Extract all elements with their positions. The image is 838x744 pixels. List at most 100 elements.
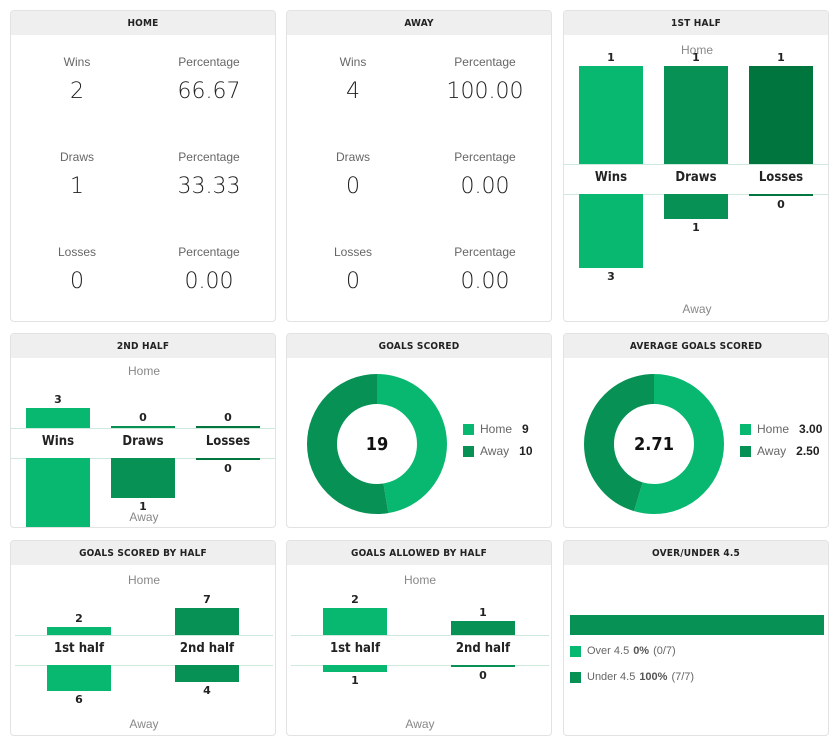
allowed_by_half-home-label: Home [403,573,436,587]
goals_scored-donut [307,374,447,514]
second_half-upper-axis [11,428,275,429]
avg_goals-legend-away: Away 2.50 [740,444,820,458]
home-wins-value: 2 [70,79,84,104]
goals_scored-legend-swatch [463,423,474,435]
second-half-title: 2ND HALF [11,334,275,358]
allowed_by_half-away-value: 1 [351,674,359,687]
avg_goals-donut [584,374,724,514]
second_half-home-bar [196,426,260,428]
home-losses-pct-label: Percentage [178,245,240,259]
goals_by_half-upper-axis [15,635,273,636]
allowed-by-half-card: GOALS ALLOWED BY HALF Home Away 2 1 1st half… [286,540,552,736]
home-draws-value: 1 [70,174,84,199]
second_half-away-value: 0 [224,462,232,475]
away-draws-pct-value: 0.00 [460,174,510,199]
goals_by_half-home-bar [175,608,239,635]
first_half-category-label: Losses [758,170,804,185]
home-card-title: HOME [11,11,275,35]
first_half-away-value: 1 [692,221,700,234]
allowed_by_half-category-label: 1st half [329,641,381,656]
allowed-by-half-chart: Home Away 2 1 1st half 1 0 2nd half [287,565,551,735]
first_half-away-bar [579,194,643,268]
away-losses-pct-value: 0.00 [460,269,510,294]
goals-scored-chart: 19 Home 9 Away 10 [287,358,551,527]
allowed_by_half-home-value: 1 [479,606,487,619]
under-swatch [570,671,581,683]
avg_goals-legend-home: Home 3.00 [740,422,822,436]
goals-scored-title: GOALS SCORED [287,334,551,358]
goals_by_half-lower-axis [15,665,273,666]
second_half-home-label: Home [127,364,160,378]
first_half-away-value: 0 [777,198,785,211]
under-legend: Under 4.5 100% (7/7) [570,671,694,683]
second-half-chart: HomeAway33Wins01Draws00Losses [11,358,275,527]
allowed_by_half-lower-axis [291,665,549,666]
allowed_by_half-upper-axis [291,635,549,636]
goals_scored-legend-name: Away [480,444,510,458]
first_half-away-value: 3 [607,270,615,283]
over-under-body: Over 4.5 0% (0/7) Under 4.5 100% (7/7) [564,565,828,735]
first_half-category-label: Draws [675,170,717,185]
second_half-home-value: 0 [139,411,147,424]
allowed-by-half-title: GOALS ALLOWED BY HALF [287,541,551,565]
second_half-away-value: 1 [139,500,147,513]
over-under-card: OVER/UNDER 4.5 Over 4.5 0% (0/7) Under 4… [563,540,829,736]
avg-goals-card: AVERAGE GOALS SCORED 2.71 Home 3.00 Away 2.5… [563,333,829,528]
goals_by_half-away-bar [175,665,239,682]
goals_by_half-category-label: 2nd half [179,641,235,656]
goals_scored-legend-value: 9 [522,422,529,436]
away-draws-pct-label: Percentage [454,150,516,164]
second_half-category-label: Draws [122,434,164,449]
goals-by-half-card: GOALS SCORED BY HALF Home Away 2 6 1st half 7… [10,540,276,736]
allowed_by_half-away-label: Away [405,717,435,731]
goals_by_half-category-label: 1st half [53,641,105,656]
first_half-home-value: 1 [692,51,700,64]
goals_scored-legend-value: 10 [519,444,533,458]
away-card: AWAY Wins 4 Percentage 100.00 Draws 0 Percenta… [286,10,552,322]
avg_goals-legend-swatch [740,445,751,457]
home-card: HOME Wins 2 Percentage 66.67 Draws 1 Percentag… [10,10,276,322]
first_half-away-bar [664,194,728,219]
avg_goals-legend-value: 3.00 [799,422,823,436]
goals_by_half-away-bar [47,665,111,691]
over-count: (0/7) [653,645,676,657]
goals_by_half-away-label: Away [129,717,159,731]
away-draws-value: 0 [346,174,360,199]
avg_goals-legend-name: Away [757,444,787,458]
second_half-away-bar [196,458,260,460]
away-wins-pct-label: Percentage [454,55,516,69]
goals_scored-legend-swatch [463,445,474,457]
home-draws-label: Draws [59,150,94,164]
goals_by_half-home-label: Home [127,573,160,587]
first-half-chart: Home Away 1 3 Wins 1 1 Draws 1 0 Losses [564,35,828,321]
avg_goals-legend-value: 2.50 [796,444,820,458]
away-wins-pct-value: 100.00 [446,79,524,104]
home-draws-pct-label: Percentage [178,150,240,164]
away-draws-label: Draws [335,150,370,164]
second-half-card: 2ND HALF HomeAway33Wins01Draws00Losses [10,333,276,528]
second_half-home-value: 0 [224,411,232,424]
goals_scored-center-value: 19 [365,434,389,455]
home-losses-value: 0 [70,269,84,294]
goals_by_half-home-value: 7 [203,593,211,606]
away-wins-value: 4 [346,79,360,104]
home-wins-pct-value: 66.67 [177,79,241,104]
goals_scored-legend-away: Away 10 [463,444,533,458]
goals_by_half-home-bar [47,627,111,635]
first_half-category-label: Wins [594,170,628,185]
away-losses-label: Losses [333,245,373,259]
home-wins-pct-label: Percentage [178,55,240,69]
goals_by_half-away-value: 6 [75,693,83,706]
goals_scored-legend-home: Home 9 [463,422,529,436]
second_half-home-value: 3 [54,393,62,406]
first_half-home-bar [749,66,813,164]
under-bar [570,615,824,635]
away-card-body: Wins 4 Percentage 100.00 Draws 0 Percentage 0.0… [287,35,551,321]
allowed_by_half-home-bar [451,621,515,635]
goals_by_half-home-value: 2 [75,612,83,625]
allowed_by_half-away-value: 0 [479,669,487,682]
allowed_by_half-away-bar [323,665,387,672]
away-wins-label: Wins [339,55,367,69]
under-percent: 100% [639,671,668,683]
home-draws-pct-value: 33.33 [177,174,241,199]
